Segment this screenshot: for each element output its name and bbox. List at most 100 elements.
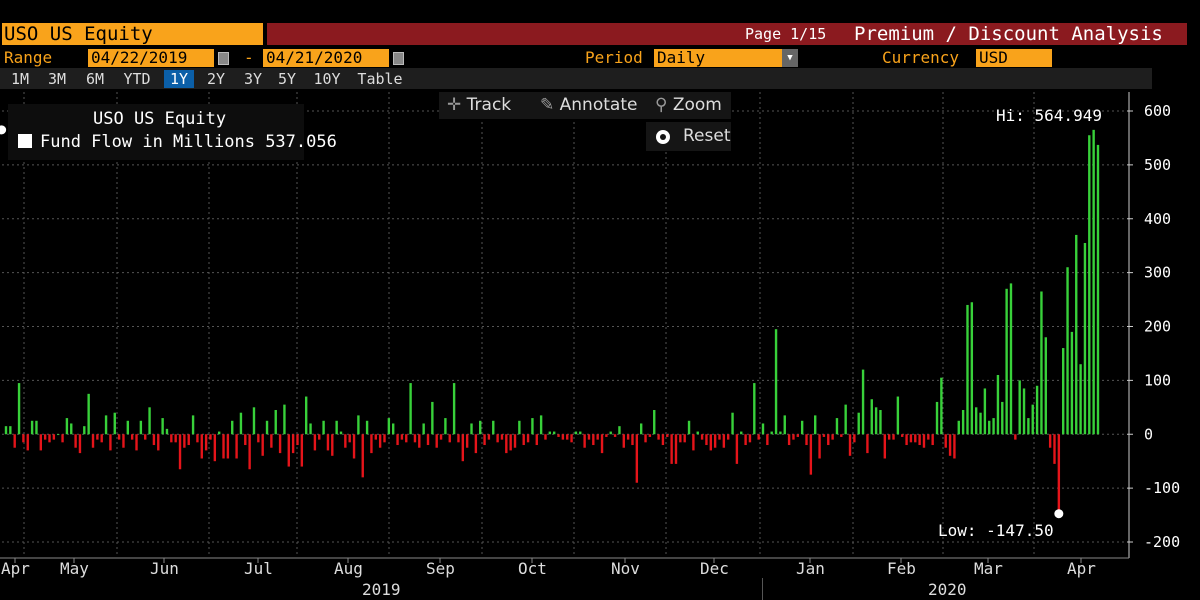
zoom-button[interactable]: ⚲ Zoom (655, 95, 722, 116)
bar (326, 434, 330, 451)
y-tick-label: -200 (1144, 533, 1180, 551)
legend-series-value: 537.056 (265, 132, 337, 152)
end-date-field[interactable]: 04/21/2020 (263, 49, 389, 67)
bar (757, 434, 760, 440)
calendar-icon[interactable] (393, 52, 404, 65)
bar (413, 434, 417, 443)
low-label: Low: -147.50 (938, 521, 1054, 540)
bar (613, 434, 617, 437)
bar (961, 410, 965, 435)
bar (879, 410, 882, 435)
start-date-field[interactable]: 04/22/2019 (88, 49, 214, 67)
bar (1083, 242, 1087, 435)
crosshair-icon: ✛ (447, 95, 462, 115)
bar (392, 423, 395, 435)
bar (709, 434, 712, 451)
bar (448, 434, 451, 443)
range-button[interactable]: 3M (47, 70, 67, 88)
bar (1035, 385, 1039, 435)
range-button[interactable]: 3Y (243, 70, 263, 88)
bar (596, 434, 599, 440)
x-tick-label: Jan (796, 559, 825, 578)
bar (1057, 434, 1061, 514)
bar (861, 369, 865, 435)
y-tick-label: 400 (1144, 210, 1171, 228)
bar (135, 434, 138, 451)
bar (265, 420, 269, 435)
bar (378, 434, 382, 448)
bar (805, 434, 808, 446)
bar (996, 374, 1000, 435)
currency-select[interactable]: USD (976, 49, 1052, 67)
calendar-icon[interactable] (218, 52, 229, 65)
bar (509, 434, 512, 451)
bar (291, 434, 295, 454)
bar (26, 434, 29, 451)
bar (661, 434, 665, 446)
bar (183, 434, 186, 448)
legend-swatch[interactable] (18, 134, 32, 148)
bar (1022, 388, 1026, 435)
bar (770, 431, 773, 435)
bar (57, 434, 60, 436)
bar (748, 434, 752, 443)
bar (4, 426, 8, 435)
x-tick-label: Oct (518, 559, 547, 578)
bar (783, 415, 786, 435)
range-button[interactable]: 10Y (313, 70, 341, 88)
bar (87, 393, 90, 435)
range-button[interactable]: 5Y (277, 70, 297, 88)
bar (231, 420, 234, 435)
y-tick-label: 600 (1144, 102, 1171, 120)
bar (492, 420, 495, 435)
bar (552, 431, 556, 435)
table-button[interactable]: Table (357, 70, 403, 88)
range-button[interactable]: 2Y (206, 70, 226, 88)
bar (827, 434, 830, 446)
bar (487, 434, 491, 440)
period-select[interactable]: Daily (654, 49, 782, 67)
bar (191, 415, 195, 435)
range-button[interactable]: 1M (10, 70, 30, 88)
bar (622, 434, 625, 448)
bar (348, 434, 351, 443)
bar (600, 434, 604, 454)
bar (744, 434, 747, 446)
range-button-active[interactable]: 1Y (164, 70, 194, 88)
bar (957, 420, 960, 435)
bar (761, 423, 765, 435)
bar (239, 412, 243, 435)
chevron-down-icon[interactable]: ▼ (782, 49, 798, 67)
bar (9, 426, 12, 435)
bar (1088, 135, 1091, 435)
bar (931, 434, 934, 446)
bar (483, 434, 486, 446)
bar (605, 434, 608, 437)
bar (148, 407, 151, 435)
track-button[interactable]: ✛ Track (447, 95, 512, 116)
bar (844, 404, 847, 435)
bar (157, 434, 160, 451)
bar (974, 407, 978, 435)
x-tick-label: Sep (426, 559, 455, 578)
bar (626, 434, 630, 440)
bar (796, 434, 799, 437)
bar (17, 383, 21, 435)
bar (531, 418, 534, 435)
bar (74, 434, 77, 448)
bar (692, 434, 695, 451)
bar (905, 434, 908, 446)
ticker-field[interactable]: USO US Equity (2, 23, 263, 45)
range-button[interactable]: YTD (123, 70, 151, 88)
bar (383, 434, 386, 443)
page-title: Premium / Discount Analysis (854, 23, 1163, 45)
x-tick-label: Dec (700, 559, 729, 578)
bar (735, 434, 739, 464)
bar (474, 434, 478, 454)
legend-security: USO US Equity (93, 109, 227, 129)
annotate-button[interactable]: ✎ Annotate (540, 95, 638, 116)
range-button[interactable]: 6M (85, 70, 105, 88)
bar (165, 428, 169, 435)
bar (539, 415, 543, 435)
